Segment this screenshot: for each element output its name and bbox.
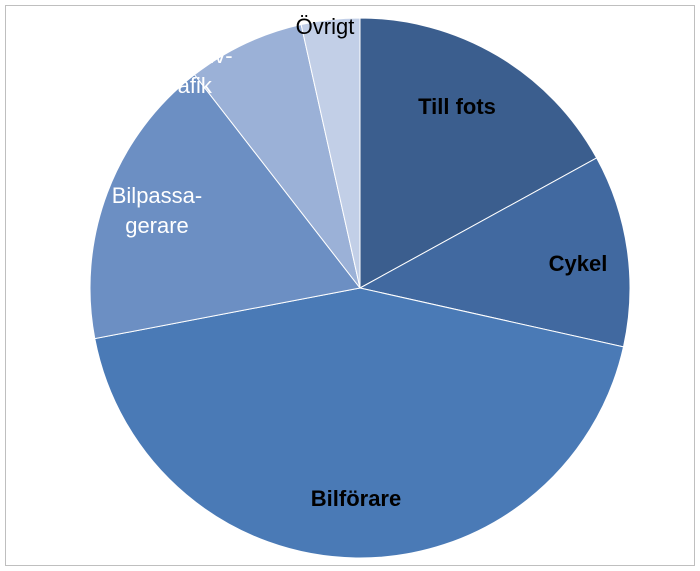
- pie-slice: [193, 23, 361, 289]
- pie-slice: [94, 287, 625, 559]
- slice-label-line: Cykel: [549, 251, 608, 276]
- pie-slice: [300, 17, 361, 289]
- slice-label-line: Bilpassa-: [112, 183, 202, 208]
- slice-label: Till fots: [418, 94, 496, 119]
- slice-label-line: Bilförare: [311, 486, 401, 511]
- slice-label: Bilförare: [311, 486, 401, 511]
- slice-label-line: Övrigt: [296, 14, 355, 39]
- pie-slice: [89, 73, 361, 340]
- slice-label-line: Till fots: [418, 94, 496, 119]
- slice-label: Cykel: [549, 251, 608, 276]
- slice-label: Bilpassa-gerare: [112, 183, 202, 238]
- slice-label: Övrigt: [296, 14, 355, 39]
- pie-slice: [358, 157, 631, 348]
- pie-slice: [359, 17, 598, 289]
- slice-label-line: Kollektiv-: [143, 43, 232, 68]
- slice-label-line: gerare: [125, 213, 189, 238]
- slice-label: Kollektiv-trafik: [143, 43, 232, 98]
- slice-label-line: trafik: [164, 73, 213, 98]
